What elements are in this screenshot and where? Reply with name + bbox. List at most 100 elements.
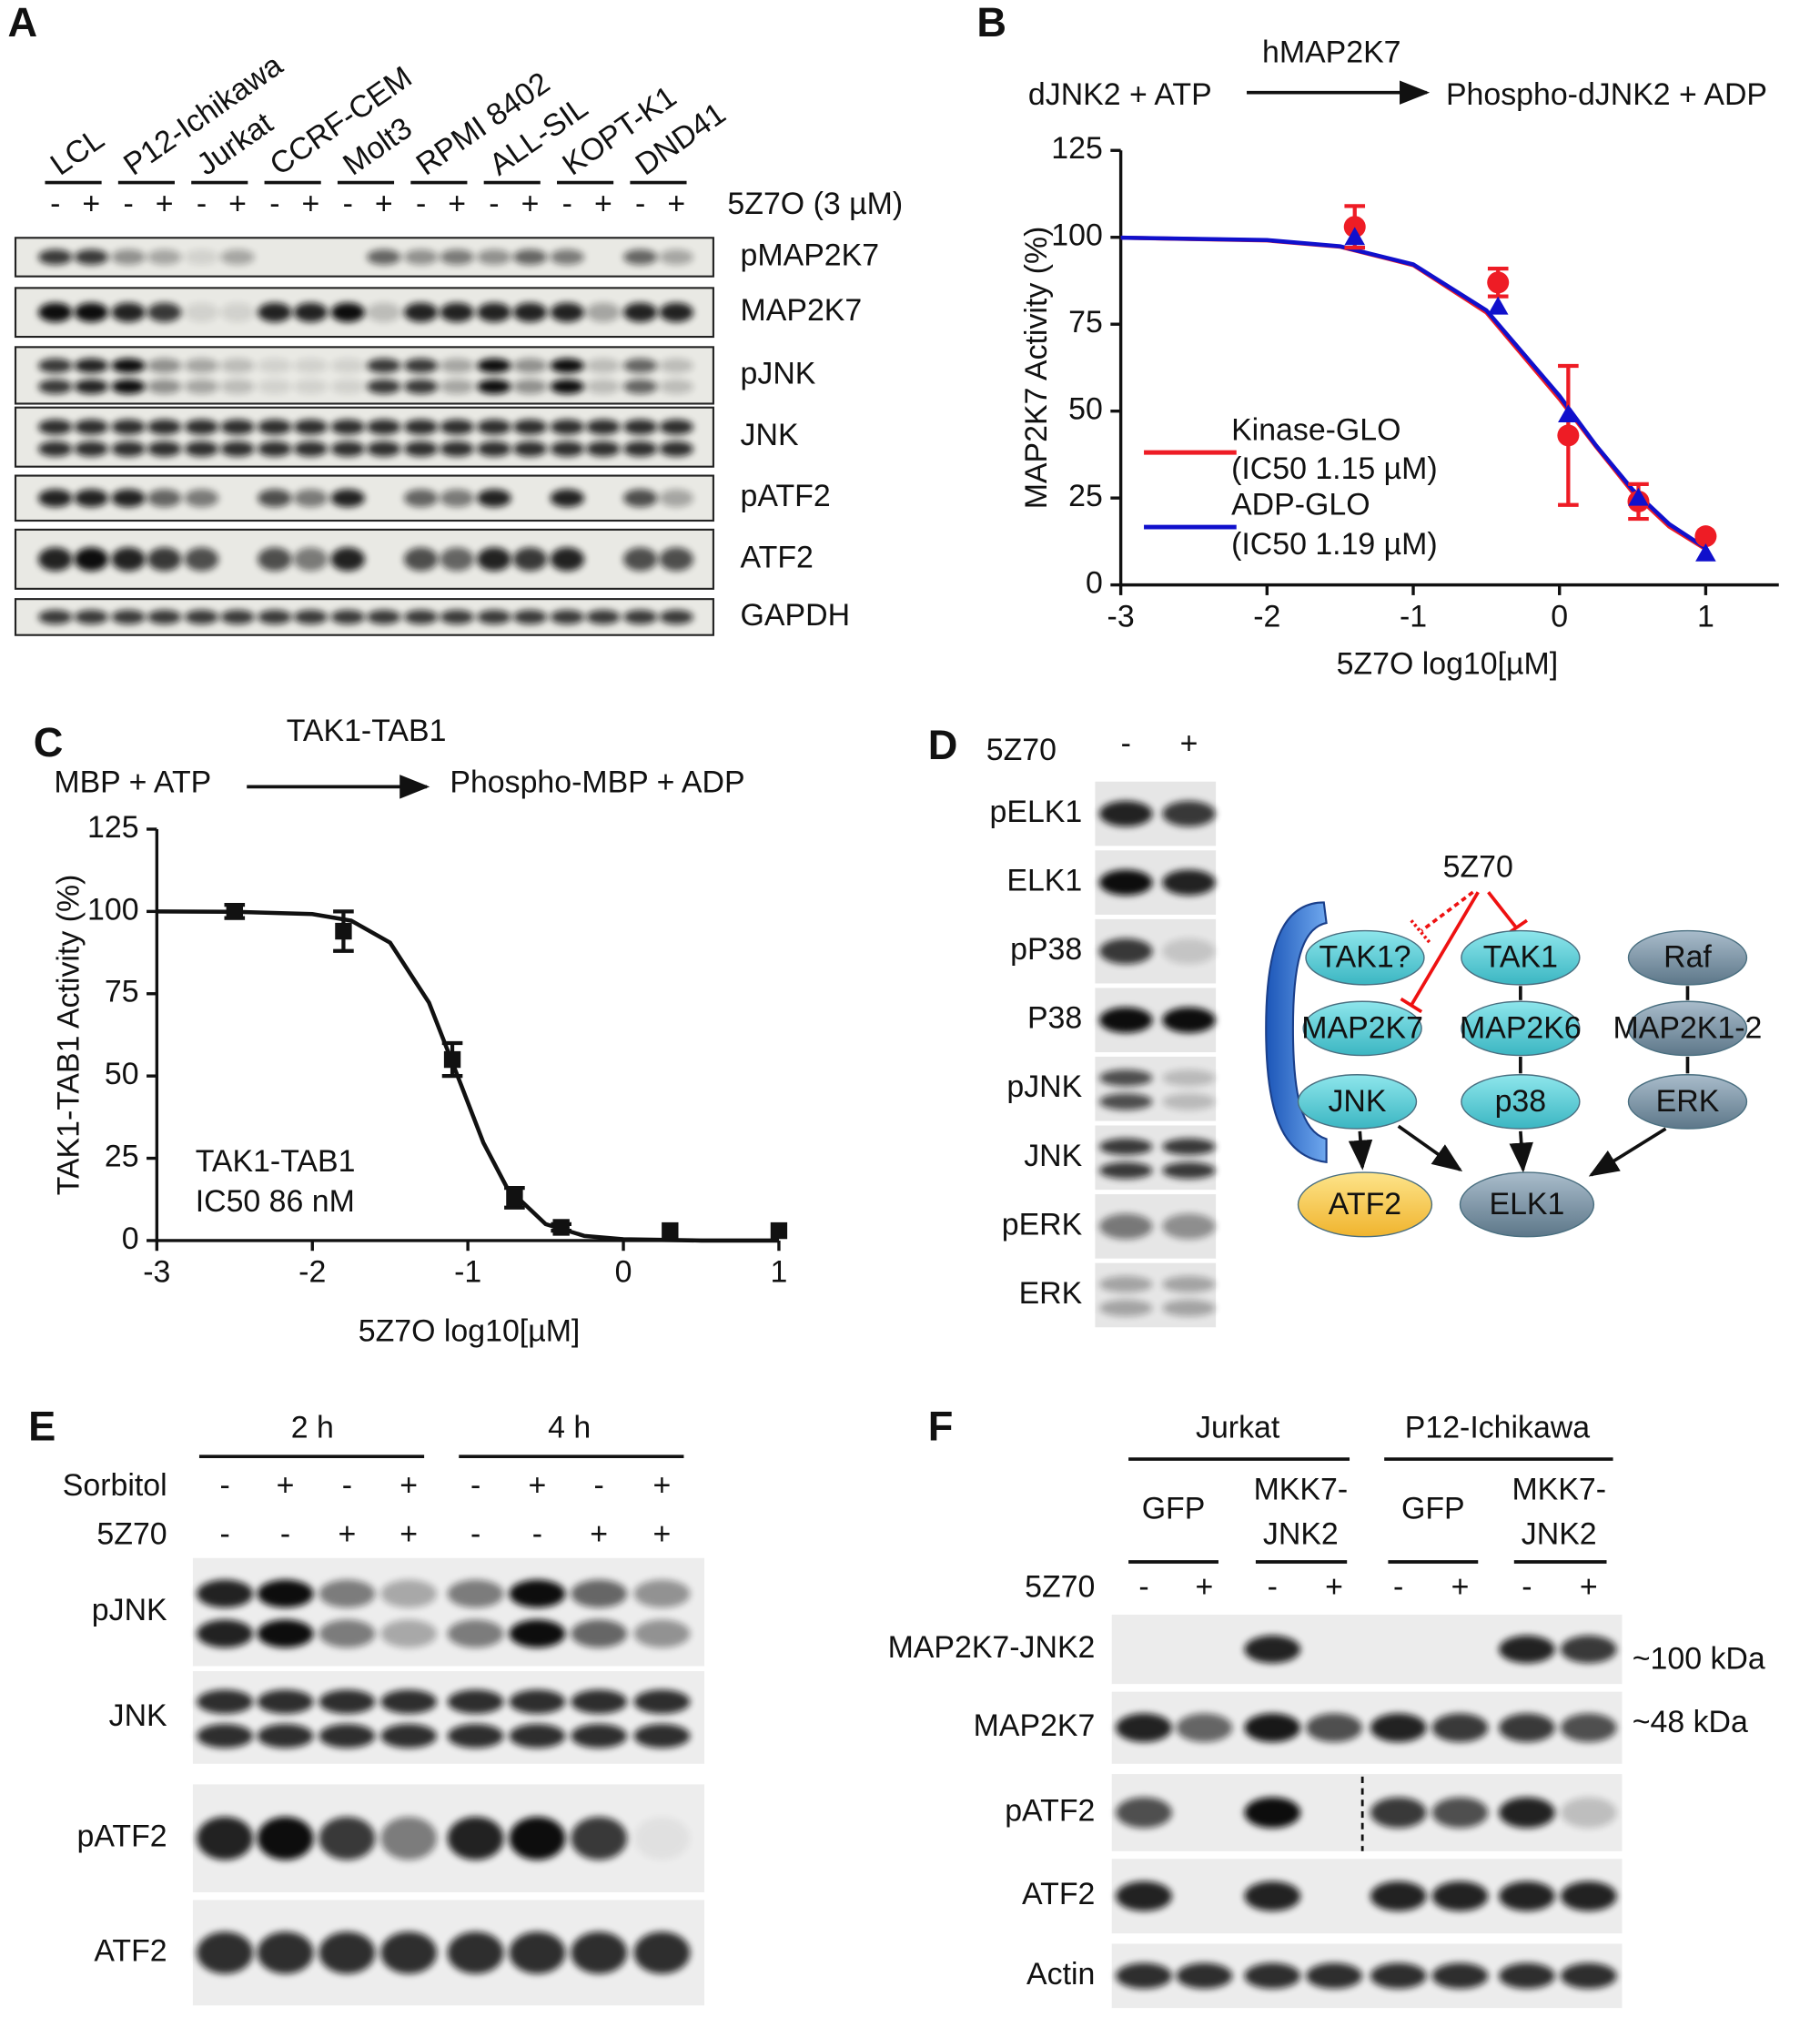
lane-sign: - xyxy=(532,1517,542,1552)
band xyxy=(1176,1713,1233,1743)
band xyxy=(550,547,585,572)
pathway-node-label: ELK1 xyxy=(1489,1187,1564,1221)
band xyxy=(38,248,73,265)
fit-curve xyxy=(1120,235,1707,552)
band xyxy=(184,302,219,322)
band xyxy=(403,419,439,435)
blot-background xyxy=(1095,1125,1217,1191)
band xyxy=(571,1724,628,1748)
band xyxy=(659,379,693,394)
band xyxy=(197,1689,254,1714)
band xyxy=(440,419,474,435)
reaction-substrate: MBP + ATP xyxy=(54,765,211,799)
x-tick-label: -1 xyxy=(454,1255,481,1290)
band xyxy=(509,1689,566,1714)
band xyxy=(622,547,658,572)
band xyxy=(330,547,365,572)
band xyxy=(1431,1797,1489,1829)
band xyxy=(367,441,401,457)
data-point xyxy=(1628,487,1649,506)
band xyxy=(440,302,474,322)
y-tick-label: 100 xyxy=(87,892,139,927)
pathway-node-label: MAP2K6 xyxy=(1460,1010,1582,1045)
band xyxy=(1176,1962,1233,1989)
pathway-node-label: p38 xyxy=(1495,1084,1547,1119)
y-tick-label: 50 xyxy=(105,1057,139,1091)
band xyxy=(111,547,146,572)
band xyxy=(477,358,511,373)
pathway-node xyxy=(1627,1000,1748,1057)
band xyxy=(293,547,329,572)
band xyxy=(257,1579,314,1608)
band xyxy=(318,1579,376,1608)
blot-label: pELK1 xyxy=(990,795,1083,829)
data-point xyxy=(1487,296,1509,315)
band xyxy=(633,1689,691,1714)
band xyxy=(1162,800,1216,827)
band xyxy=(403,489,439,508)
band xyxy=(318,1931,376,1974)
reaction-product: Phospho-MBP + ADP xyxy=(450,765,744,799)
band xyxy=(318,1816,376,1860)
band xyxy=(1499,1880,1555,1911)
lane-sign: - xyxy=(1121,726,1131,761)
x-tick-label: 1 xyxy=(1697,599,1714,633)
band xyxy=(509,1619,566,1648)
band xyxy=(38,547,73,572)
band xyxy=(1499,1713,1555,1743)
y-axis-label: MAP2K7 Activity (%) xyxy=(1019,227,1054,510)
fit-curve xyxy=(157,909,779,1243)
band xyxy=(1244,1713,1301,1743)
band xyxy=(318,1619,376,1648)
band xyxy=(477,547,511,572)
construct-label: JNK2 xyxy=(1522,1517,1597,1552)
band xyxy=(367,302,401,322)
band xyxy=(258,419,292,435)
band xyxy=(1244,1962,1301,1989)
band xyxy=(440,547,474,572)
lane-sign: + xyxy=(594,187,612,221)
band xyxy=(184,547,219,572)
pathway-node xyxy=(1627,929,1748,986)
lane-sign: + xyxy=(1451,1570,1470,1605)
blot-label: pJNK xyxy=(741,356,816,390)
blot-label: JNK xyxy=(741,418,799,452)
timepoint-label: 2 h xyxy=(291,1411,334,1445)
data-point xyxy=(1487,271,1510,294)
band xyxy=(111,358,146,373)
pathway-node xyxy=(1461,1074,1581,1130)
band xyxy=(258,302,292,322)
band xyxy=(38,358,73,373)
band xyxy=(318,1724,376,1748)
band xyxy=(258,379,292,394)
blot-label: Actin xyxy=(1026,1957,1095,1992)
blot-label: MAP2K7 xyxy=(974,1708,1096,1743)
band xyxy=(147,547,182,572)
band xyxy=(512,379,548,394)
blot-label: ATF2 xyxy=(741,540,814,574)
band xyxy=(477,248,511,265)
blot-background xyxy=(1095,1262,1217,1328)
band xyxy=(571,1619,628,1648)
lane-sign: + xyxy=(302,187,320,221)
lane-sign: + xyxy=(375,187,393,221)
band xyxy=(1431,1880,1489,1911)
y-tick-label: 25 xyxy=(1068,479,1103,513)
band xyxy=(1370,1962,1427,1989)
blot-label: GAPDH xyxy=(741,598,850,633)
band xyxy=(197,1619,254,1648)
y-tick-label: 0 xyxy=(122,1221,139,1256)
band xyxy=(293,302,329,322)
band xyxy=(330,419,365,435)
blot-label: pERK xyxy=(1002,1207,1083,1242)
band xyxy=(38,489,73,508)
band xyxy=(1162,1007,1216,1033)
band xyxy=(74,379,109,394)
band xyxy=(367,419,401,435)
band xyxy=(184,419,219,435)
band xyxy=(477,419,511,435)
band xyxy=(220,302,255,322)
band xyxy=(38,419,73,435)
band xyxy=(257,1619,314,1648)
band xyxy=(220,441,255,457)
